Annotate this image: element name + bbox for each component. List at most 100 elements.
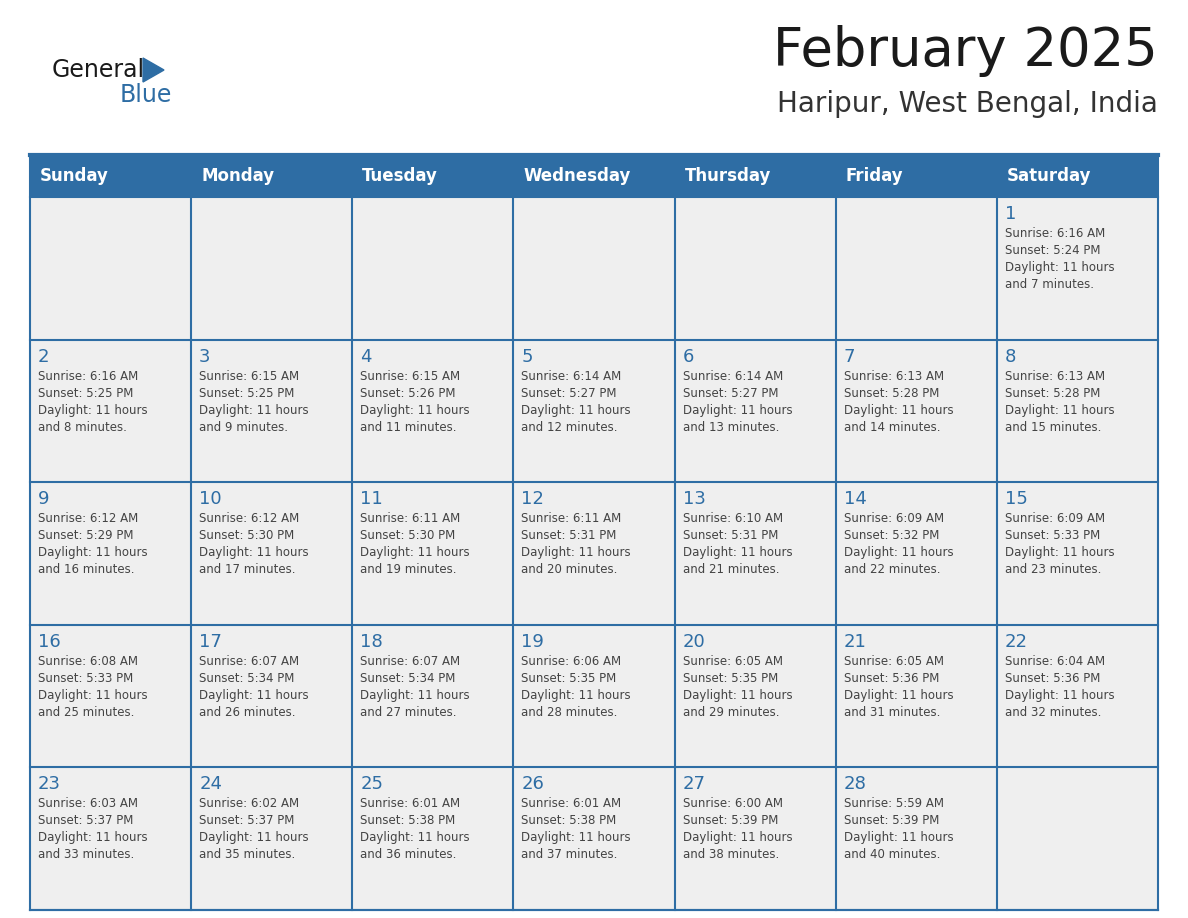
Bar — [30, 625, 191, 767]
Text: 12: 12 — [522, 490, 544, 509]
Text: 25: 25 — [360, 776, 384, 793]
Text: and 17 minutes.: and 17 minutes. — [200, 564, 296, 577]
Text: 18: 18 — [360, 633, 383, 651]
Text: Daylight: 11 hours: Daylight: 11 hours — [843, 546, 953, 559]
Text: 15: 15 — [1005, 490, 1028, 509]
Text: and 23 minutes.: and 23 minutes. — [1005, 564, 1101, 577]
Text: Sunset: 5:38 PM: Sunset: 5:38 PM — [360, 814, 455, 827]
Text: Sunrise: 6:05 AM: Sunrise: 6:05 AM — [843, 655, 943, 667]
Text: and 29 minutes.: and 29 minutes. — [683, 706, 779, 719]
Bar — [675, 625, 835, 767]
Text: Daylight: 11 hours: Daylight: 11 hours — [1005, 261, 1114, 274]
Text: Sunrise: 6:13 AM: Sunrise: 6:13 AM — [1005, 370, 1105, 383]
Text: and 20 minutes.: and 20 minutes. — [522, 564, 618, 577]
Text: 17: 17 — [200, 633, 222, 651]
Text: Daylight: 11 hours: Daylight: 11 hours — [843, 832, 953, 845]
Bar — [30, 340, 191, 482]
Text: Sunrise: 6:04 AM: Sunrise: 6:04 AM — [1005, 655, 1105, 667]
Text: Daylight: 11 hours: Daylight: 11 hours — [200, 832, 309, 845]
Text: Sunset: 5:39 PM: Sunset: 5:39 PM — [683, 814, 778, 827]
Text: 27: 27 — [683, 776, 706, 793]
Text: Sunrise: 6:08 AM: Sunrise: 6:08 AM — [38, 655, 138, 667]
Text: Sunset: 5:35 PM: Sunset: 5:35 PM — [683, 672, 778, 685]
Text: Sunrise: 6:07 AM: Sunrise: 6:07 AM — [200, 655, 299, 667]
Text: Daylight: 11 hours: Daylight: 11 hours — [683, 546, 792, 559]
Bar — [191, 340, 353, 482]
Bar — [675, 767, 835, 910]
Text: Daylight: 11 hours: Daylight: 11 hours — [683, 688, 792, 701]
Text: Sunset: 5:34 PM: Sunset: 5:34 PM — [200, 672, 295, 685]
Bar — [513, 197, 675, 340]
Bar — [835, 767, 997, 910]
Text: Blue: Blue — [120, 83, 172, 107]
Text: 1: 1 — [1005, 205, 1016, 223]
Text: Sunrise: 6:11 AM: Sunrise: 6:11 AM — [360, 512, 461, 525]
Text: Sunrise: 6:14 AM: Sunrise: 6:14 AM — [683, 370, 783, 383]
Text: 19: 19 — [522, 633, 544, 651]
Text: Sunset: 5:36 PM: Sunset: 5:36 PM — [1005, 672, 1100, 685]
Text: Sunset: 5:33 PM: Sunset: 5:33 PM — [38, 672, 133, 685]
Text: and 13 minutes.: and 13 minutes. — [683, 420, 779, 433]
Text: 24: 24 — [200, 776, 222, 793]
Bar — [191, 625, 353, 767]
Text: and 7 minutes.: and 7 minutes. — [1005, 278, 1094, 291]
Text: Sunrise: 6:13 AM: Sunrise: 6:13 AM — [843, 370, 943, 383]
Text: Monday: Monday — [201, 167, 274, 185]
Text: Thursday: Thursday — [684, 167, 771, 185]
Text: and 14 minutes.: and 14 minutes. — [843, 420, 940, 433]
Text: Daylight: 11 hours: Daylight: 11 hours — [200, 404, 309, 417]
Text: 23: 23 — [38, 776, 61, 793]
Text: Sunset: 5:28 PM: Sunset: 5:28 PM — [1005, 386, 1100, 399]
Text: Sunrise: 6:09 AM: Sunrise: 6:09 AM — [843, 512, 943, 525]
Text: and 35 minutes.: and 35 minutes. — [200, 848, 296, 861]
Text: 13: 13 — [683, 490, 706, 509]
Text: Daylight: 11 hours: Daylight: 11 hours — [38, 832, 147, 845]
Text: Daylight: 11 hours: Daylight: 11 hours — [200, 688, 309, 701]
Bar — [30, 482, 191, 625]
Text: and 19 minutes.: and 19 minutes. — [360, 564, 456, 577]
Text: 2: 2 — [38, 348, 50, 365]
Text: 20: 20 — [683, 633, 706, 651]
Text: Daylight: 11 hours: Daylight: 11 hours — [38, 688, 147, 701]
Bar — [353, 767, 513, 910]
Text: and 32 minutes.: and 32 minutes. — [1005, 706, 1101, 719]
Text: and 15 minutes.: and 15 minutes. — [1005, 420, 1101, 433]
Text: Sunset: 5:39 PM: Sunset: 5:39 PM — [843, 814, 939, 827]
Text: 6: 6 — [683, 348, 694, 365]
Text: Daylight: 11 hours: Daylight: 11 hours — [683, 832, 792, 845]
Text: Sunset: 5:33 PM: Sunset: 5:33 PM — [1005, 529, 1100, 543]
Bar — [675, 482, 835, 625]
Text: 22: 22 — [1005, 633, 1028, 651]
Text: and 12 minutes.: and 12 minutes. — [522, 420, 618, 433]
Text: and 27 minutes.: and 27 minutes. — [360, 706, 456, 719]
Text: and 22 minutes.: and 22 minutes. — [843, 564, 940, 577]
Text: Sunset: 5:36 PM: Sunset: 5:36 PM — [843, 672, 939, 685]
Text: and 28 minutes.: and 28 minutes. — [522, 706, 618, 719]
Text: and 21 minutes.: and 21 minutes. — [683, 564, 779, 577]
Bar — [513, 340, 675, 482]
Text: Sunrise: 6:03 AM: Sunrise: 6:03 AM — [38, 798, 138, 811]
Bar — [353, 340, 513, 482]
Text: 21: 21 — [843, 633, 866, 651]
Text: and 40 minutes.: and 40 minutes. — [843, 848, 940, 861]
Text: Sunset: 5:28 PM: Sunset: 5:28 PM — [843, 386, 939, 399]
Text: 28: 28 — [843, 776, 866, 793]
Text: Sunrise: 6:10 AM: Sunrise: 6:10 AM — [683, 512, 783, 525]
Text: Sunrise: 6:15 AM: Sunrise: 6:15 AM — [200, 370, 299, 383]
Text: February 2025: February 2025 — [773, 25, 1158, 77]
Text: Daylight: 11 hours: Daylight: 11 hours — [1005, 688, 1114, 701]
Text: Daylight: 11 hours: Daylight: 11 hours — [683, 404, 792, 417]
Bar — [191, 482, 353, 625]
Text: Daylight: 11 hours: Daylight: 11 hours — [1005, 404, 1114, 417]
Text: and 38 minutes.: and 38 minutes. — [683, 848, 779, 861]
Text: and 33 minutes.: and 33 minutes. — [38, 848, 134, 861]
Text: Sunrise: 6:16 AM: Sunrise: 6:16 AM — [38, 370, 138, 383]
Text: Sunset: 5:30 PM: Sunset: 5:30 PM — [200, 529, 295, 543]
Text: Daylight: 11 hours: Daylight: 11 hours — [200, 546, 309, 559]
Text: 14: 14 — [843, 490, 866, 509]
Text: Sunset: 5:31 PM: Sunset: 5:31 PM — [522, 529, 617, 543]
Bar — [997, 767, 1158, 910]
Text: Sunrise: 6:02 AM: Sunrise: 6:02 AM — [200, 798, 299, 811]
Bar — [997, 482, 1158, 625]
Text: Daylight: 11 hours: Daylight: 11 hours — [843, 688, 953, 701]
